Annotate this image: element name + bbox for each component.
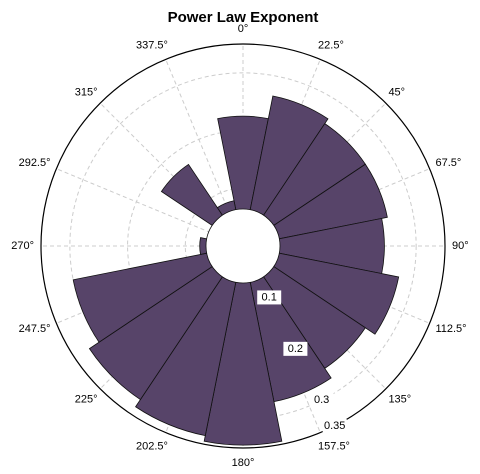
tick-label-box [309, 393, 334, 408]
grid-spoke [56, 168, 244, 247]
angle-label: 247.5° [19, 323, 51, 335]
angle-label: 112.5° [435, 323, 466, 335]
r-tick-label: 0.1 [262, 291, 277, 303]
center-hole [205, 208, 281, 284]
chart-title: Power Law Exponent [168, 9, 319, 26]
bar [203, 245, 283, 446]
angle-label: 337.5° [136, 39, 168, 51]
r-tick-label: 0.35 [324, 420, 345, 432]
outer-circle [40, 43, 446, 449]
angle-label: 180° [232, 457, 255, 469]
bar [242, 245, 400, 335]
bar [135, 245, 244, 437]
angle-label: 22.5° [318, 39, 344, 51]
grid-spoke [99, 102, 244, 247]
r-tick-label: 0.2 [288, 343, 303, 355]
bar [88, 245, 244, 401]
tick-label-box [257, 290, 282, 305]
tick-label-box [283, 341, 308, 356]
angle-label: 90° [452, 240, 469, 252]
angle-label: 45° [388, 86, 405, 98]
angle-label: 292.5° [19, 157, 51, 169]
angle-label: 135° [388, 393, 411, 405]
angle-label: 0° [238, 23, 249, 35]
r-tick-label: 0.3 [314, 394, 329, 406]
bar [72, 245, 244, 343]
bar [242, 95, 329, 247]
angle-label: 202.5° [136, 440, 168, 452]
grid-circle [69, 72, 417, 420]
angle-label: 157.5° [318, 440, 350, 452]
angle-label: 67.5° [435, 157, 461, 169]
grid-spoke [165, 59, 244, 247]
tick-label-box [322, 418, 347, 433]
angle-label: 225° [75, 393, 98, 405]
bar [242, 163, 388, 247]
angle-label: 315° [75, 86, 98, 98]
angle-label: 270° [11, 240, 34, 252]
